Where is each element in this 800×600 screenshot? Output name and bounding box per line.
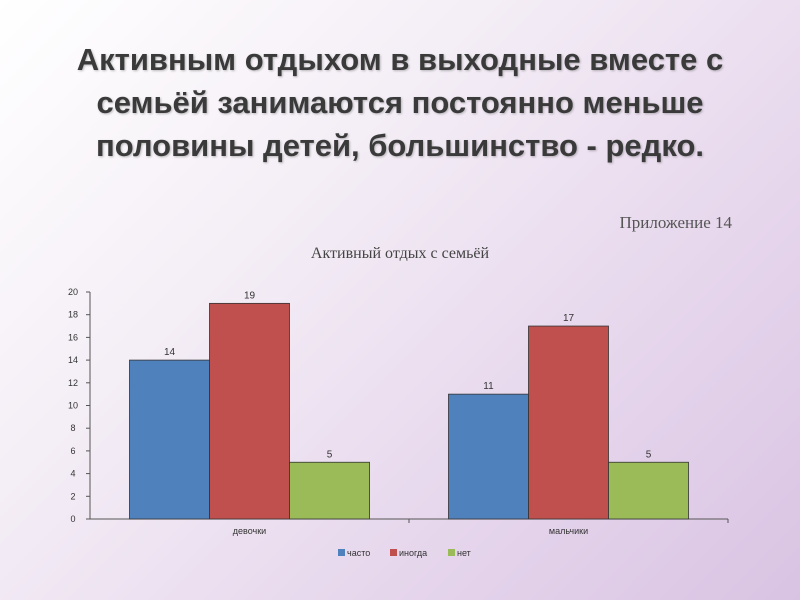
y-tick-label: 12 [68,378,78,388]
bar [448,393,529,520]
y-tick-label: 18 [68,310,78,320]
bar [129,359,210,520]
y-tick-label: 6 [70,446,75,456]
y-tick-label: 0 [70,514,75,524]
bar [528,325,609,520]
legend-swatch [338,549,345,556]
y-tick-label: 10 [68,401,78,411]
bar [608,461,689,520]
legend-label: иногда [399,548,427,558]
x-tick-label: девочки [233,526,266,536]
y-tick-label: 2 [70,491,75,501]
slide-title: Активным отдыхом в выходные вместе с сем… [76,42,724,163]
data-label: 5 [646,449,652,460]
data-label: 14 [164,347,176,358]
bar [289,461,370,520]
data-label: 5 [327,449,333,460]
legend-label: часто [347,548,370,558]
y-tick-label: 4 [70,469,75,479]
x-tick-label: мальчики [549,526,588,536]
y-tick-label: 20 [68,287,78,297]
y-tick-label: 16 [68,332,78,342]
y-tick-label: 8 [70,423,75,433]
data-label: 17 [563,313,575,324]
legend-swatch [448,549,455,556]
legend-swatch [390,549,397,556]
data-label: 19 [244,290,256,301]
bar [209,302,290,520]
legend-label: нет [457,548,471,558]
data-label: 11 [483,381,494,392]
y-tick-label: 14 [68,355,78,365]
chart-title: Активный отдых с семьёй [310,245,490,262]
appendix-label: Приложение 14 [619,213,733,232]
